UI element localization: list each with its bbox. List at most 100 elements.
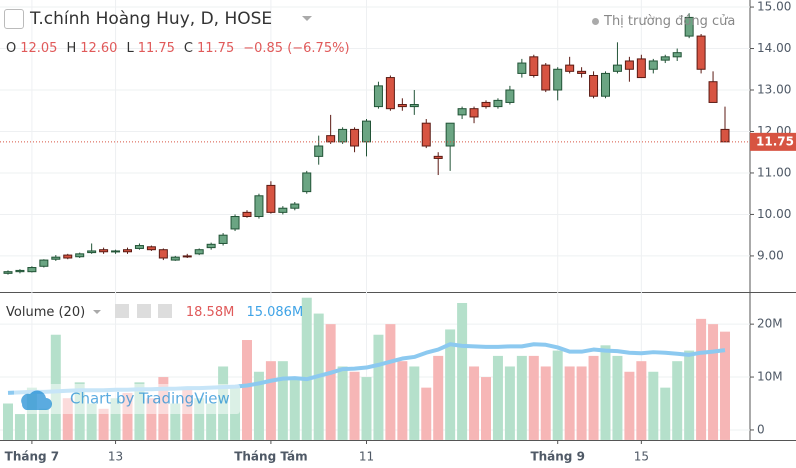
candle-body [146, 246, 156, 251]
candle-body [421, 122, 431, 147]
title-dropdown[interactable] [302, 16, 312, 26]
volume-tick-label: 20M [757, 317, 783, 331]
candle-body [206, 243, 216, 249]
candle-body [182, 255, 192, 258]
x-tick-label: Tháng 7 [5, 450, 60, 464]
candle-body [134, 245, 144, 249]
watermark-bg [14, 384, 240, 414]
candle-body [99, 249, 109, 253]
volume-bar [600, 345, 611, 440]
volume-dropdown[interactable] [93, 310, 102, 318]
volume-value: 18.58M [185, 305, 235, 320]
volume-bar [528, 355, 539, 440]
candle-body [409, 104, 419, 108]
candle-body [541, 64, 551, 91]
volume-bar [385, 324, 396, 440]
volume-bar [14, 414, 25, 440]
volume-bar [684, 350, 695, 440]
candle-body [290, 203, 300, 209]
candle-body [111, 250, 121, 253]
x-tick-label: 11 [359, 450, 374, 464]
candle-body [350, 128, 360, 147]
volume-bar [457, 302, 468, 440]
last-price-label: 11.75 [756, 134, 794, 148]
y-tick-label: 13.00 [757, 83, 791, 97]
ohlc-value: 11.75 [137, 41, 175, 56]
y-tick-label: 14.00 [757, 41, 791, 55]
volume-bar [492, 355, 503, 440]
x-tick-label: Tháng 9 [530, 450, 585, 464]
candle-body [230, 216, 240, 230]
candle-body [565, 64, 575, 72]
volume-bar [349, 371, 360, 440]
volume-bar [86, 403, 97, 440]
ohlc-key: O [6, 41, 17, 56]
eye-button[interactable] [115, 304, 130, 318]
candle-body [373, 85, 383, 108]
candle-body [529, 56, 539, 76]
close-button[interactable] [157, 304, 172, 318]
market-status-text: Thị trường đóng cửa [604, 14, 736, 29]
volume-bar [648, 371, 659, 440]
volume-bar [445, 329, 456, 440]
market-status: Thị trường đóng cửa [592, 14, 735, 29]
volume-legend: Volume (20) 18.58M 15.086M [6, 304, 303, 320]
x-tick-label: 13 [108, 450, 123, 464]
volume-bar [397, 361, 408, 440]
candle-body [624, 60, 634, 70]
volume-bar [206, 403, 217, 440]
y-tick-label: 10.00 [757, 207, 791, 221]
volume-bar [38, 408, 49, 440]
candle-body [123, 249, 132, 253]
volume-bar [588, 355, 599, 440]
candle-body [338, 128, 348, 143]
volume-bar [122, 392, 133, 440]
volume-bar [469, 366, 480, 440]
volume-bar [325, 324, 336, 440]
volume-bar [289, 377, 300, 440]
candle-body [708, 81, 718, 103]
watermark-logo [21, 390, 52, 410]
volume-bar [409, 366, 420, 440]
candle-body [660, 56, 670, 61]
volume-bar [301, 297, 312, 440]
volume-ma-value: 15.086M [246, 305, 304, 320]
watermark-text: Chart by TradingView [70, 390, 230, 408]
watermark: Chart by TradingView [14, 384, 240, 414]
volume-bar [433, 355, 444, 440]
symbol-title[interactable]: T.chính Hoàng Huy, D, HOSE [30, 9, 273, 29]
candle-body [314, 145, 324, 157]
candle-body [51, 256, 61, 260]
volume-bar [516, 355, 527, 440]
volume-title: Volume (20) [6, 305, 86, 320]
volume-bar [576, 366, 587, 440]
volume-bar [564, 366, 575, 440]
volume-bar [552, 350, 563, 440]
candle-body [601, 72, 610, 97]
candle-body [194, 249, 204, 255]
ohlc-legend: O 12.05 H 12.60 L 11.75 C 11.75 −0.85 (−6.75%) [6, 41, 350, 56]
candle-body [589, 74, 599, 97]
candle-body [577, 70, 587, 74]
volume-bar [373, 334, 384, 440]
settings-button[interactable] [136, 304, 151, 318]
last-price-box [750, 132, 796, 151]
volume-bar [194, 398, 205, 440]
symbol-icon[interactable] [4, 9, 24, 29]
volume-bar [708, 324, 719, 440]
candle-body [3, 271, 13, 274]
candle-body [457, 108, 467, 116]
volume-bar [277, 361, 288, 440]
volume-bar [337, 366, 348, 440]
volume-bar [421, 387, 432, 440]
ohlc-change: −0.85 (−6.75%) [243, 41, 350, 56]
volume-bar [3, 403, 13, 440]
candle-body [397, 104, 407, 108]
candle-body [158, 249, 168, 259]
candle-body [254, 195, 264, 218]
volume-bar [481, 377, 491, 440]
y-tick-label: 11.00 [757, 165, 791, 179]
candle-body [39, 259, 49, 267]
